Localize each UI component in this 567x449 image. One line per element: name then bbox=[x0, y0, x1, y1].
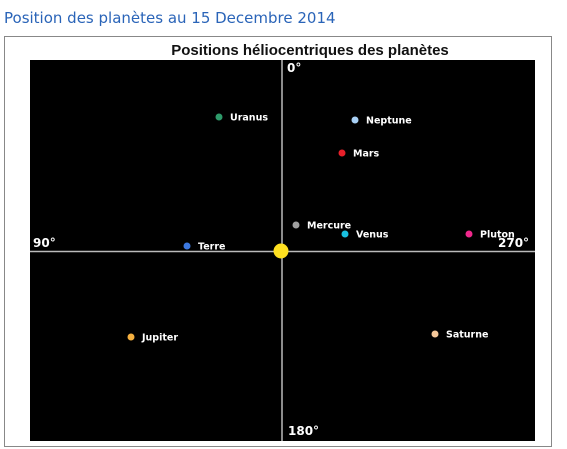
planet-label: Mercure bbox=[307, 221, 351, 232]
planet-dot bbox=[338, 149, 346, 157]
planet-dot bbox=[183, 242, 191, 250]
planet-dot bbox=[215, 113, 223, 121]
planet-dot bbox=[431, 330, 439, 338]
diagram-title: Positions héliocentriques des planètes bbox=[171, 42, 449, 59]
planet-label: Pluton bbox=[480, 230, 515, 241]
planet-label: Saturne bbox=[446, 330, 488, 341]
axis-label: 0° bbox=[287, 61, 301, 75]
planet-dot bbox=[292, 221, 300, 229]
planets: Uranus Neptune Mars Mercure Venus Pluton Terre… bbox=[127, 113, 515, 344]
axis-label: 270° bbox=[498, 236, 529, 250]
sun bbox=[273, 243, 289, 259]
planet-dot bbox=[465, 230, 473, 238]
planet-dot bbox=[351, 116, 359, 124]
page-title: Position des planètes au 15 Decembre 201… bbox=[4, 9, 336, 27]
planet-label: Uranus bbox=[230, 113, 268, 124]
planet-label: Mars bbox=[353, 149, 380, 160]
planet-label: Venus bbox=[356, 230, 389, 241]
planet-label: Terre bbox=[198, 242, 225, 253]
planet-label: Neptune bbox=[366, 116, 412, 127]
planet-dot bbox=[341, 230, 349, 238]
planet-dot bbox=[127, 333, 135, 341]
planet-label: Jupiter bbox=[141, 333, 178, 344]
axis-label: 180° bbox=[288, 424, 319, 438]
axis-label: 90° bbox=[33, 236, 56, 250]
